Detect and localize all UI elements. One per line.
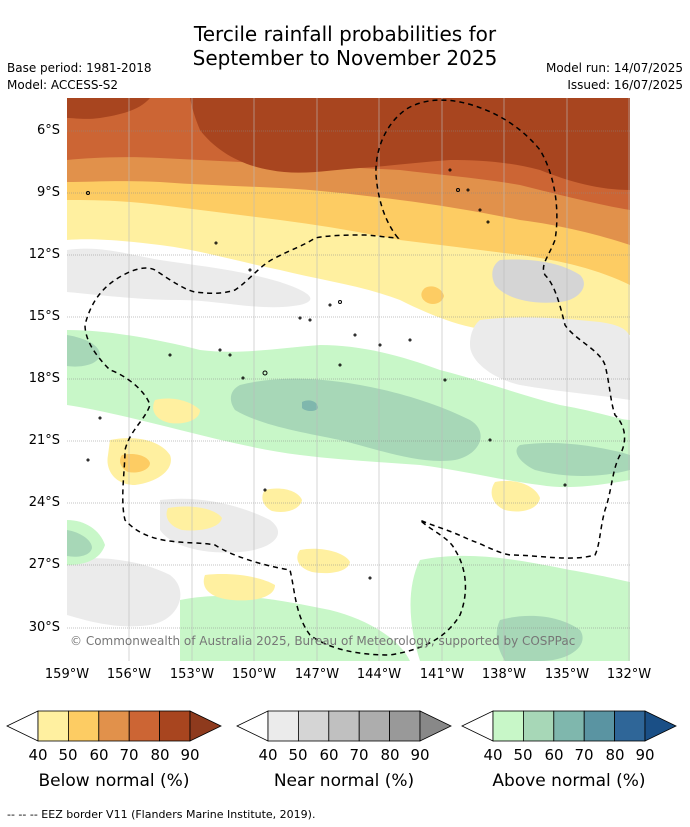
above-band-50c — [516, 442, 630, 476]
lon-label: 156°W — [106, 667, 152, 682]
above-band-40d — [180, 595, 410, 661]
lat-label: 30°S — [28, 620, 60, 635]
title-line-1: Tercile rainfall probabilities for — [193, 22, 497, 46]
model-run: Model run: 14/07/2025 — [545, 61, 683, 75]
near-band-40c — [67, 558, 181, 627]
lon-label: 135°W — [544, 667, 590, 682]
above-band-50d — [496, 615, 583, 661]
above-band-60 — [302, 400, 318, 411]
map-fields — [67, 98, 630, 661]
tick-label: 50 — [58, 746, 78, 764]
below-patch-8 — [166, 506, 222, 531]
near-band-40b — [470, 317, 630, 400]
tick-label: 40 — [483, 746, 503, 764]
lon-label: 132°W — [606, 667, 652, 682]
colorbar-below — [6, 710, 222, 742]
below-patch-3 — [153, 398, 200, 424]
lon-label: 159°W — [44, 667, 90, 682]
tick-label: 80 — [150, 746, 170, 764]
below-normal-label: Below normal (%) — [38, 771, 190, 791]
lat-label: 27°S — [28, 557, 60, 572]
tick-label: 40 — [28, 746, 48, 764]
tick-label: 70 — [119, 746, 139, 764]
meta-right: Model run: 14/07/2025 Issued: 16/07/2025 — [546, 60, 683, 94]
below-patch-6 — [297, 548, 350, 574]
lon-label: 144°W — [356, 667, 402, 682]
tick-label: 40 — [258, 746, 278, 764]
tick-label: 80 — [380, 746, 400, 764]
lon-label: 138°W — [481, 667, 527, 682]
model-name: Model: ACCESS-S2 — [7, 78, 119, 92]
base-period: Base period: 1981-2018 — [7, 61, 152, 75]
eez-footer-note: -- -- -- EEZ border V11 (Flanders Marine… — [7, 808, 316, 821]
lon-label: 153°W — [169, 667, 215, 682]
title-line-2: September to November 2025 — [192, 46, 498, 70]
lat-label: 21°S — [28, 433, 60, 448]
tick-label: 80 — [605, 746, 625, 764]
lat-label: 24°S — [28, 495, 60, 510]
lat-label: 18°S — [28, 371, 60, 386]
map-title: Tercile rainfall probabilities for Septe… — [0, 22, 690, 70]
copyright-notice: © Commonwealth of Australia 2025, Bureau… — [70, 634, 576, 648]
colorbars — [6, 710, 677, 742]
above-band-50 — [230, 378, 481, 461]
tick-label: 60 — [319, 746, 339, 764]
lat-label: 6°S — [36, 123, 60, 138]
islands — [86, 168, 567, 580]
lat-label: 12°S — [28, 247, 60, 262]
issued-date: Issued: 16/07/2025 — [567, 78, 683, 92]
lat-label: 9°S — [36, 185, 60, 200]
tick-label: 50 — [513, 746, 533, 764]
meta-left: Base period: 1981-2018 Model: ACCESS-S2 — [7, 60, 152, 94]
below-patch-4 — [262, 488, 302, 512]
near-band-50 — [492, 259, 584, 303]
lon-label: 141°W — [419, 667, 465, 682]
above-band-50b — [67, 335, 100, 367]
lon-label: 150°W — [231, 667, 277, 682]
tick-label: 60 — [89, 746, 109, 764]
tick-label: 90 — [410, 746, 430, 764]
tick-label: 60 — [544, 746, 564, 764]
above-normal-label: Above normal (%) — [492, 771, 646, 791]
near-band-40 — [67, 248, 311, 308]
tick-label: 90 — [635, 746, 655, 764]
tick-label: 70 — [574, 746, 594, 764]
eez-border — [84, 99, 626, 656]
below-patch-9 — [421, 286, 444, 304]
above-band-50e — [67, 530, 92, 557]
below-patch-2 — [120, 453, 150, 473]
colorbar-above — [461, 710, 677, 742]
below-band-80 — [190, 98, 630, 190]
below-patch-7 — [203, 574, 275, 601]
tick-label: 90 — [180, 746, 200, 764]
lat-label: 15°S — [28, 309, 60, 324]
tick-label: 50 — [288, 746, 308, 764]
near-normal-label: Near normal (%) — [273, 771, 415, 791]
below-patch-5 — [491, 480, 540, 512]
tick-label: 70 — [349, 746, 369, 764]
lon-label: 147°W — [294, 667, 340, 682]
colorbar-near — [236, 710, 452, 742]
rainfall-map — [67, 98, 630, 661]
